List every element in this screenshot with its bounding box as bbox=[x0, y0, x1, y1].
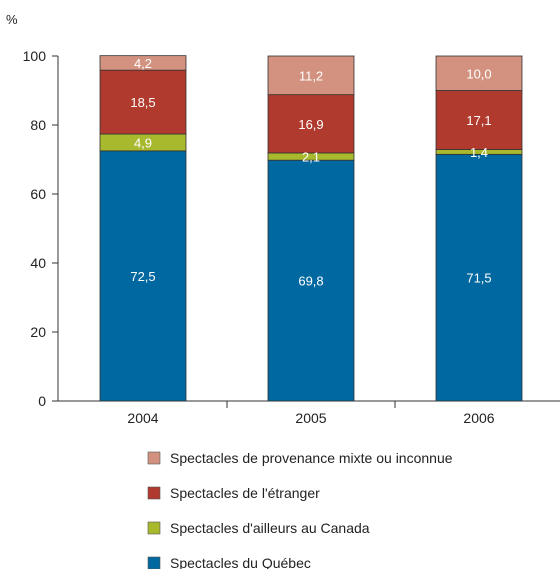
y-tick-label: 80 bbox=[30, 117, 46, 133]
axes: 0 20 40 60 80 100 2004 2005 2006 bbox=[23, 48, 560, 426]
legend-swatch-1 bbox=[147, 521, 161, 535]
y-axis-unit-label: % bbox=[6, 12, 18, 27]
y-tick-label: 100 bbox=[23, 48, 47, 64]
bar-segment-2006-series-0 bbox=[435, 153, 523, 402]
bar-segment-2005-series-2 bbox=[267, 94, 355, 154]
bar-segment-2006-series-2 bbox=[435, 90, 523, 150]
data-label-2004-series-3: 4,2 bbox=[134, 56, 152, 71]
data-label-2004-series-2: 18,5 bbox=[130, 95, 155, 110]
data-label-2004-series-0: 72,5 bbox=[130, 269, 155, 284]
legend-label-2: Spectacles de l'étranger bbox=[170, 485, 320, 501]
legend-swatch-0 bbox=[147, 556, 161, 570]
legend-label-0: Spectacles du Québec bbox=[170, 555, 311, 569]
data-label-2004-series-1: 4,9 bbox=[134, 135, 152, 150]
data-labels: 72,5 4,9 18,5 4,2 69,8 2,1 16,9 11,2 71,5 1,4 17,1… bbox=[130, 56, 491, 289]
bars bbox=[99, 55, 523, 402]
bar-segment-2004-series-3 bbox=[99, 55, 187, 71]
bar-segment-2006-series-3 bbox=[435, 55, 523, 91]
legend-label-1: Spectacles d'ailleurs au Canada bbox=[170, 520, 370, 536]
bar-segment-2005-series-0 bbox=[267, 159, 355, 402]
data-label-2005-series-2: 16,9 bbox=[298, 117, 323, 132]
bar-segment-2005-series-3 bbox=[267, 55, 355, 96]
data-label-2005-series-0: 69,8 bbox=[298, 274, 323, 289]
legend-swatch-3 bbox=[147, 451, 161, 465]
x-tick-label-2005: 2005 bbox=[295, 410, 326, 426]
data-label-2006-series-2: 17,1 bbox=[466, 113, 491, 128]
legend: Spectacles de provenance mixte ou inconn… bbox=[147, 450, 453, 571]
data-label-2006-series-3: 10,0 bbox=[466, 66, 491, 81]
legend-swatch-2 bbox=[147, 486, 161, 500]
bar-segment-2004-series-0 bbox=[99, 150, 187, 402]
y-tick-label: 0 bbox=[38, 393, 46, 409]
data-label-2006-series-0: 71,5 bbox=[466, 271, 491, 286]
y-tick-label: 20 bbox=[30, 324, 46, 340]
y-tick-label: 40 bbox=[30, 255, 46, 271]
bar-segment-2004-series-2 bbox=[99, 69, 187, 135]
data-label-2005-series-1: 2,1 bbox=[302, 150, 320, 165]
data-label-2005-series-3: 11,2 bbox=[299, 68, 323, 83]
data-label-2006-series-1: 1,4 bbox=[470, 145, 488, 160]
x-tick-label-2004: 2004 bbox=[127, 410, 158, 426]
y-tick-label: 60 bbox=[30, 186, 46, 202]
x-tick-label-2006: 2006 bbox=[463, 410, 494, 426]
legend-label-3: Spectacles de provenance mixte ou inconn… bbox=[170, 450, 453, 466]
